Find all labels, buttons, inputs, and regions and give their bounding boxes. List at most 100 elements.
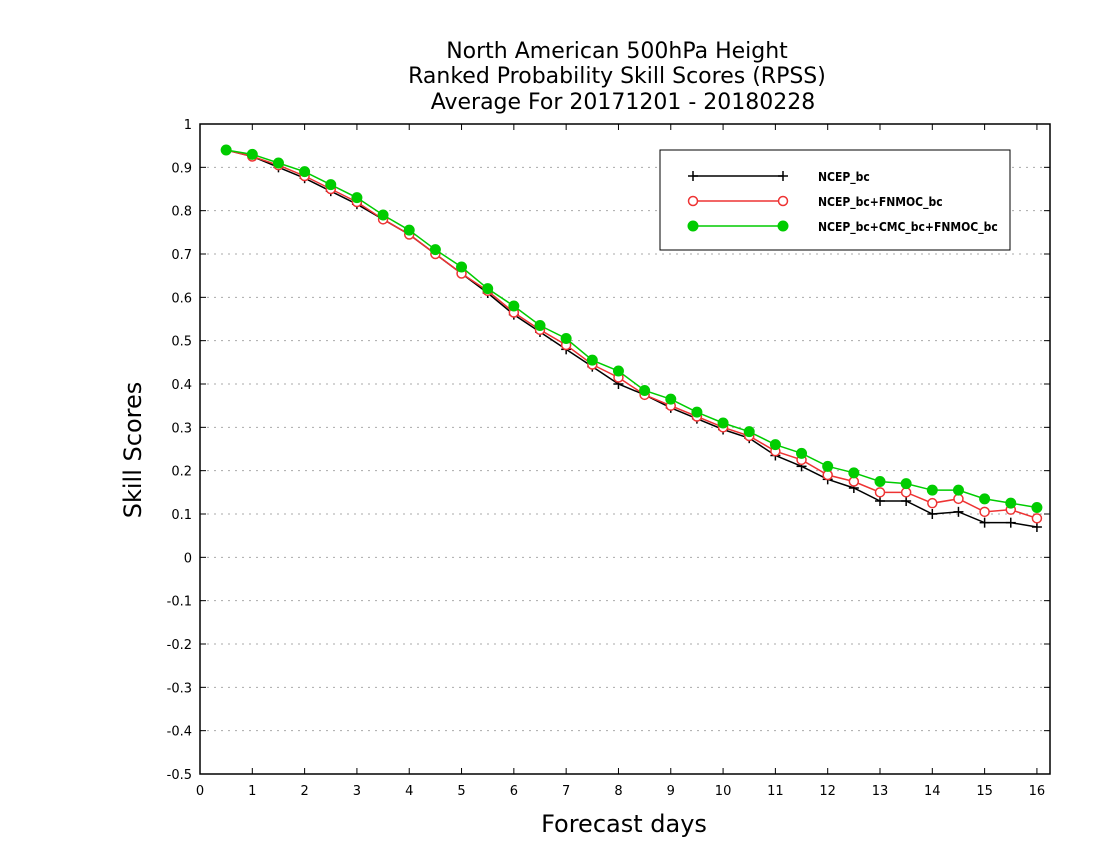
filled-circle-marker	[639, 385, 651, 396]
x-tick-label: 13	[872, 784, 889, 799]
y-tick-label: 0.4	[171, 378, 192, 393]
y-tick-label: -0.2	[167, 638, 192, 653]
x-tick-label: 7	[562, 784, 570, 799]
y-tick-label: -0.4	[167, 725, 192, 740]
filled-circle-marker	[665, 393, 677, 405]
filled-circle-marker	[482, 283, 494, 295]
plus-marker	[778, 171, 788, 181]
filled-circle-marker	[220, 144, 232, 156]
title-line-1: North American 500hPa Height	[446, 39, 788, 64]
filled-circle-marker	[687, 220, 699, 232]
filled-circle-marker	[351, 192, 363, 204]
filled-circle-marker	[299, 166, 311, 178]
filled-circle-marker	[822, 460, 834, 472]
plus-marker	[953, 506, 964, 517]
y-tick-label: 0.1	[171, 508, 192, 523]
y-tick-label: -0.3	[167, 681, 192, 696]
filled-circle-marker	[534, 320, 546, 331]
plus-marker	[1005, 517, 1016, 528]
y-tick-label: 1	[184, 118, 192, 133]
y-tick-label: 0.2	[171, 465, 192, 480]
y-tick-label: 0.6	[171, 291, 192, 306]
chart-title: North American 500hPa Height Ranked Prob…	[408, 39, 826, 115]
filled-circle-marker	[456, 261, 468, 273]
legend-label: NCEP_bc	[818, 170, 870, 185]
x-tick-label: 1	[248, 784, 256, 799]
x-tick-label: 8	[614, 784, 622, 799]
filled-circle-marker	[1005, 497, 1017, 509]
filled-circle-marker	[560, 333, 572, 344]
x-tick-label: 12	[819, 784, 836, 799]
x-tick-label: 3	[353, 784, 361, 799]
filled-circle-marker	[952, 484, 964, 496]
filled-circle-marker	[272, 157, 284, 169]
open-circle-marker	[1031, 513, 1043, 524]
legend-label: NCEP_bc+CMC_bc+FNMOC_bc	[818, 220, 998, 235]
x-tick-label: 0	[196, 784, 204, 799]
x-tick-label: 10	[715, 784, 732, 799]
plus-marker	[979, 517, 990, 528]
filled-circle-marker	[979, 493, 991, 505]
open-circle-marker	[874, 487, 886, 498]
legend-entry-0: NCEP_bc	[688, 170, 870, 185]
filled-circle-marker	[743, 426, 755, 438]
x-axis-label: Forecast days	[541, 810, 707, 838]
series-2	[220, 144, 1043, 513]
plus-marker	[688, 171, 698, 181]
open-circle-marker	[822, 469, 833, 481]
filled-circle-marker	[900, 478, 912, 490]
legend-label: NCEP_bc+FNMOC_bc	[818, 195, 943, 210]
y-tick-label: 0.8	[171, 205, 192, 220]
x-tick-label: 9	[667, 784, 675, 799]
plus-marker	[901, 496, 912, 506]
series	[220, 144, 1043, 532]
plus-marker	[875, 496, 885, 506]
filled-circle-marker	[717, 417, 729, 429]
filled-circle-marker	[377, 209, 389, 221]
filled-circle-marker	[796, 447, 808, 459]
filled-circle-marker	[777, 220, 789, 232]
title-line-2: Ranked Probability Skill Scores (RPSS)	[408, 64, 826, 89]
legend: NCEP_bc NCEP_bc+FNMOC_bc NCEP_bc+CMC_bc+FN…	[659, 149, 1011, 251]
x-tick-label: 2	[300, 784, 308, 799]
y-tick-label: 0	[184, 551, 192, 566]
open-circle-marker	[900, 487, 912, 498]
filled-circle-marker	[769, 439, 781, 451]
filled-circle-marker	[926, 484, 938, 496]
filled-circle-marker	[403, 224, 415, 236]
filled-circle-marker	[848, 467, 860, 479]
x-tick-label: 14	[924, 784, 941, 799]
filled-circle-marker	[874, 476, 886, 487]
filled-circle-marker	[429, 244, 441, 256]
x-tick-label: 15	[976, 784, 993, 799]
x-tick-label: 4	[405, 784, 413, 799]
title-line-3: Average For 20171201 - 20180228	[431, 90, 816, 115]
plot-frame	[199, 123, 1051, 775]
x-tick-label: 5	[457, 784, 465, 799]
axes: -0.5 -0.4 -0.3 -0.2 -0.1 0 0.1 0.2 0.3 0.4 0.5 0.6 0…	[167, 118, 1051, 799]
y-tick-label: 0.7	[171, 248, 192, 263]
y-tick-label: 0.3	[171, 421, 192, 436]
y-axis-label: Skill Scores	[119, 382, 147, 519]
filled-circle-marker	[612, 365, 624, 377]
filled-circle-marker	[325, 179, 337, 191]
plus-marker	[1031, 522, 1042, 532]
plus-marker	[927, 509, 938, 519]
open-circle-marker	[953, 493, 964, 505]
x-tick-label: 16	[1029, 784, 1046, 799]
y-tick-label: 0.5	[171, 335, 192, 350]
y-tick-label: -0.1	[167, 595, 192, 610]
x-tick-label: 6	[510, 784, 518, 799]
filled-circle-marker	[508, 300, 520, 312]
filled-circle-marker	[1031, 502, 1043, 513]
filled-circle-marker	[246, 148, 258, 160]
y-tick-label: -0.5	[167, 768, 192, 783]
x-tick-label: 11	[767, 784, 784, 799]
gridlines	[200, 166, 1050, 732]
legend-entry-1: NCEP_bc+FNMOC_bc	[687, 195, 943, 210]
open-circle-marker	[927, 497, 938, 509]
filled-circle-marker	[586, 354, 598, 366]
open-circle-marker	[979, 506, 990, 518]
open-circle-marker	[848, 476, 860, 487]
